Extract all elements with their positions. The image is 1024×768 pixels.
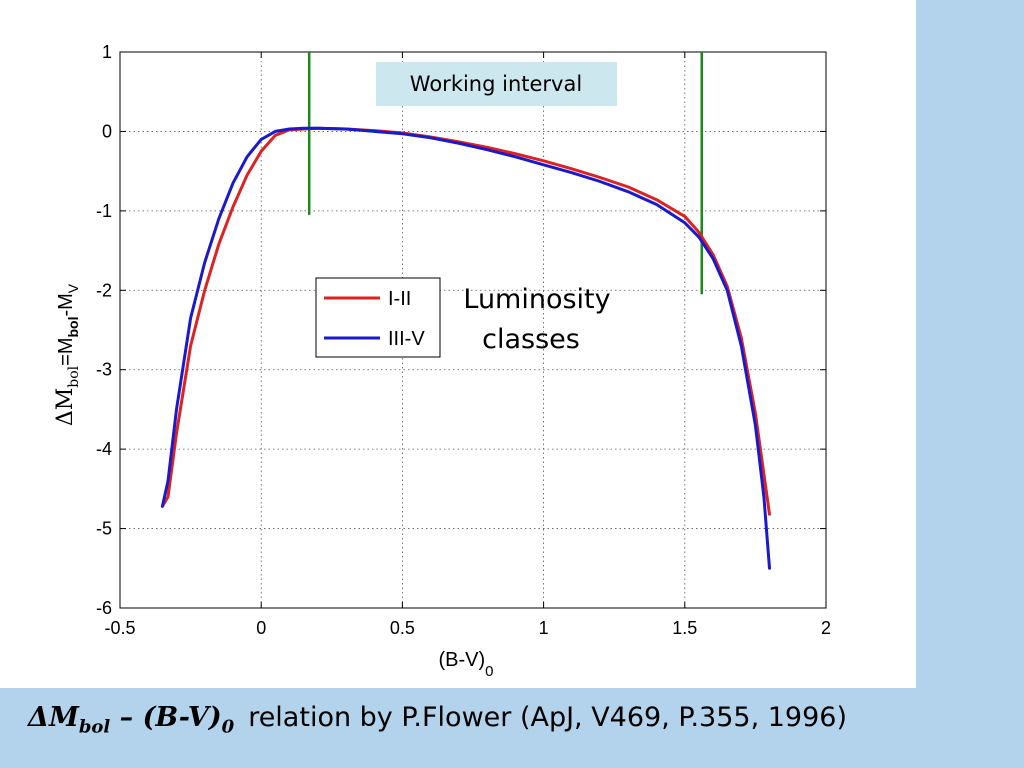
- x-tick-label: -0.5: [104, 618, 135, 638]
- y-tick-label: 1: [102, 42, 112, 62]
- x-tick-label: 2: [821, 618, 831, 638]
- y-tick-labels: 1 0 -1 -2 -3 -4 -5 -6: [96, 42, 112, 618]
- y-tick-label: -5: [96, 519, 112, 539]
- x-tick-label: 1: [539, 618, 549, 638]
- caption-delta-m-sub: bol: [78, 716, 111, 738]
- x-tick-label: 0.5: [390, 618, 415, 638]
- x-axis-label-sub: 0: [485, 663, 493, 680]
- y-tick-label: 0: [102, 121, 112, 141]
- y-tick-label: -6: [96, 598, 112, 618]
- y-tick-label: -4: [96, 439, 112, 459]
- legend-box: [315, 277, 441, 358]
- y-axis-label-tail: -M: [55, 293, 77, 316]
- series-line-III-V: [160, 126, 771, 570]
- caption-relation-text: relation by P.Flower (ApJ, V469, P.355, …: [248, 702, 847, 733]
- y-tick-label: -2: [96, 280, 112, 300]
- luminosity-annotation-line2: classes: [482, 324, 580, 355]
- x-axis-label: (B-V)0: [438, 649, 493, 680]
- x-axis-label-main: (B-V): [438, 649, 485, 671]
- working-interval-box: [376, 62, 617, 106]
- chart-panel: -0.5 0 0.5 1 1.5 2 1 0 -1 -2 -3 -4 -5 -6 Working int…: [0, 0, 916, 688]
- x-tick-label: 0: [256, 618, 266, 638]
- caption-bv-sub: 0: [221, 716, 235, 738]
- y-axis-label: ΔMbol=Mbol-MV: [53, 283, 82, 426]
- legend-label-III-V: III-V: [388, 328, 425, 350]
- luminosity-annotation-line1: Luminosity: [463, 284, 610, 315]
- caption-math: ΔMbol – (B-V)0: [28, 702, 234, 737]
- y-axis-label-eq: =M: [55, 338, 77, 366]
- legend-label-I-II: I-II: [388, 288, 411, 310]
- y-axis-label-delta: ΔM: [53, 388, 78, 426]
- y-tick-label: -1: [96, 201, 112, 221]
- slide-caption: ΔMbol – (B-V)0 relation by P.Flower (ApJ,…: [28, 702, 1018, 752]
- y-tick-label: -3: [96, 360, 112, 380]
- x-tick-label: 1.5: [672, 618, 697, 638]
- y-axis-label-delta-sub: bol: [66, 365, 82, 387]
- chart: -0.5 0 0.5 1 1.5 2 1 0 -1 -2 -3 -4 -5 -6 Working int…: [53, 42, 831, 680]
- y-axis-label-eq-sub: bol: [65, 317, 81, 338]
- series-lines: [160, 126, 771, 570]
- caption-minus: –: [110, 702, 143, 733]
- plot-area: [119, 51, 827, 609]
- x-tick-labels: -0.5 0 0.5 1 1.5 2: [104, 618, 831, 638]
- y-axis-label-tail-sub: V: [65, 283, 81, 293]
- working-interval-label: Working interval: [410, 72, 582, 96]
- grid: [119, 51, 827, 609]
- caption-delta-m: ΔM: [28, 702, 79, 733]
- working-interval-lines: [307, 52, 703, 295]
- caption-bv: (B-V): [142, 702, 222, 733]
- legend: I-II III-V: [315, 277, 441, 358]
